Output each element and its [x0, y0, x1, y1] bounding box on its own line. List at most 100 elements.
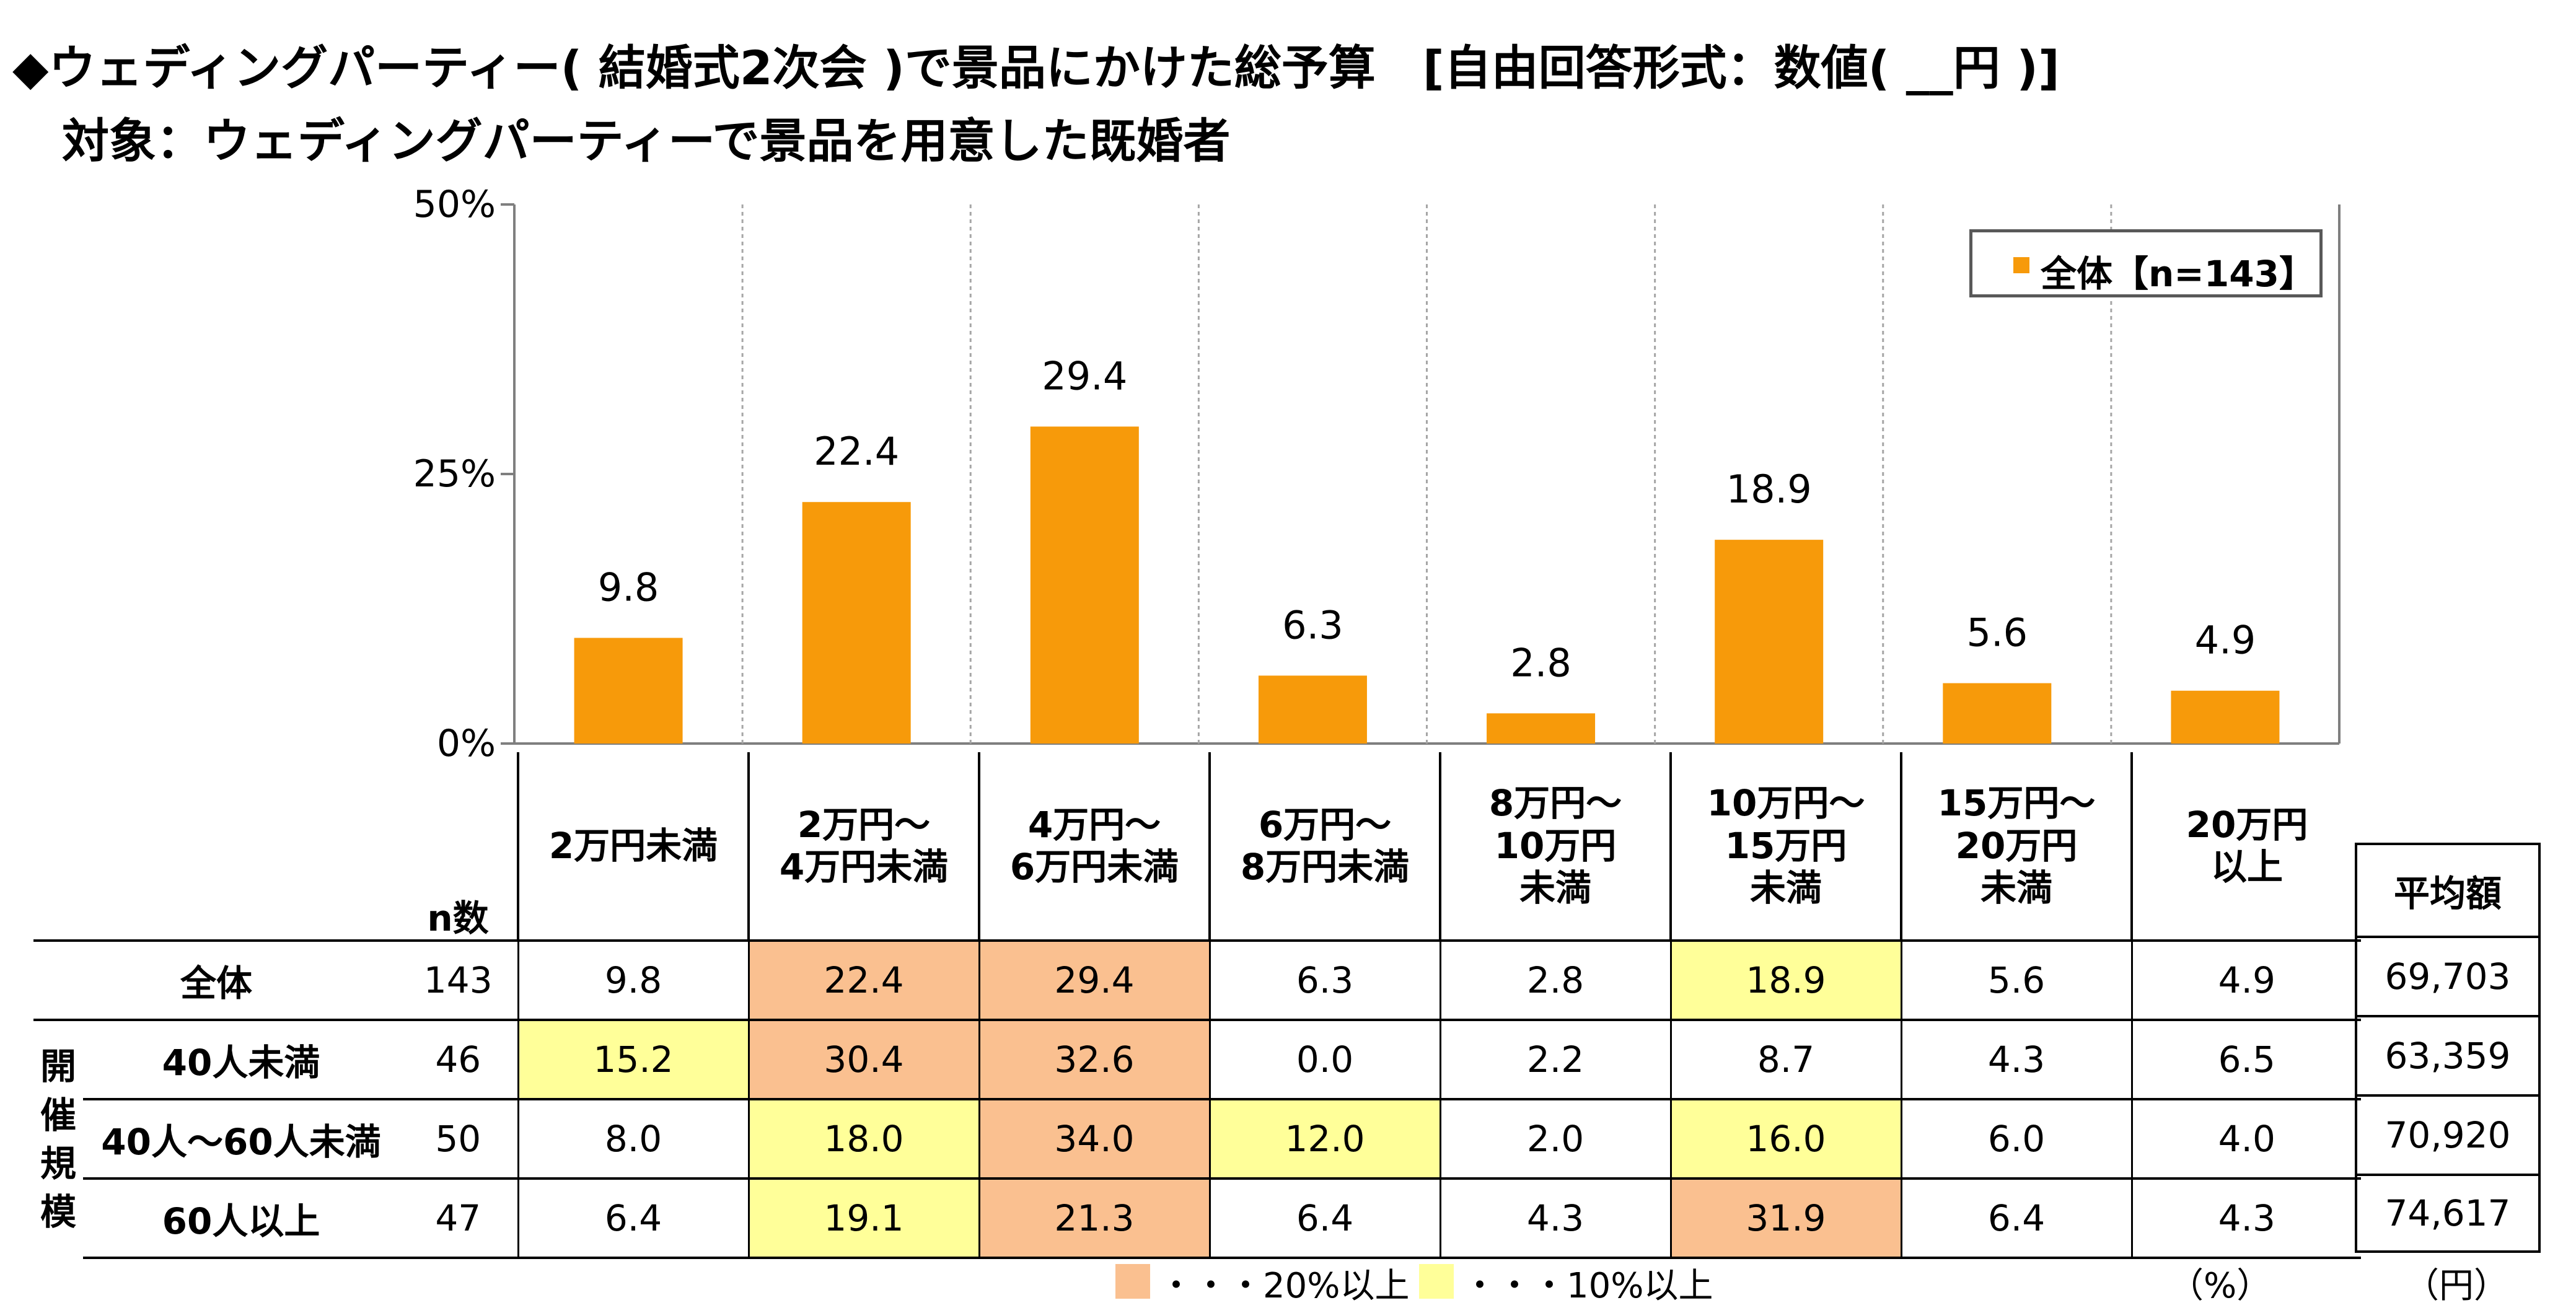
data-label: 5.6 — [1967, 610, 2028, 656]
table-cell: 4.0 — [2130, 1098, 2361, 1179]
table-cell: 6.5 — [2130, 1019, 2361, 1099]
avg-header: 平均額 — [2355, 843, 2541, 936]
column-header-line: 未満 — [1519, 867, 1591, 910]
row-label: 40人未満 — [83, 1019, 399, 1099]
data-label: 29.4 — [1042, 353, 1127, 398]
table-cell: 6.4 — [1900, 1177, 2132, 1259]
column-header-line: 20万円 — [1955, 824, 2078, 867]
column-header-line: 6万円未満 — [1009, 846, 1179, 888]
table-cell: 6.4 — [517, 1177, 749, 1259]
bar — [1030, 426, 1139, 744]
table-cell: 12.0 — [1208, 1098, 1440, 1179]
table-cell: 16.0 — [1669, 1098, 1901, 1179]
data-label: 22.4 — [814, 429, 899, 474]
column-header-line: 20万円 — [2186, 803, 2308, 846]
column-header-line: 8万円未満 — [1240, 846, 1410, 888]
column-header-line: 8万円～ — [1488, 782, 1622, 825]
column-header: 6万円～ 8万円未満 — [1208, 752, 1440, 941]
column-header: 2万円～ 4万円未満 — [747, 752, 979, 941]
column-header: 8万円～ 10万円 未満 — [1439, 752, 1671, 941]
group-label-char: 催 — [40, 1094, 76, 1136]
table-cell: 29.4 — [978, 939, 1210, 1020]
group-label-char: 開 — [40, 1045, 76, 1088]
table-cell: 2.2 — [1439, 1019, 1671, 1099]
group-label-char: 模 — [40, 1191, 76, 1234]
highlight-10-swatch — [1419, 1264, 1454, 1299]
table-cell: 18.0 — [747, 1098, 979, 1179]
highlight-20-label: ・・・20%以上 — [1159, 1266, 1410, 1306]
column-header-line: 6万円～ — [1258, 803, 1392, 846]
column-header-line: 4万円未満 — [779, 846, 949, 888]
data-table: n数 2万円未満 2万円～ 4万円未満 4万円～ 6万円未満 6万円～ 8万円未満 8万円～ 10… — [33, 752, 2361, 1259]
table-cell: 6.0 — [1900, 1098, 2132, 1179]
bar — [574, 638, 683, 744]
chart-title: ◆ウェディングパーティー( 結婚式2次会 )で景品にかけた総予算 [自由回答形式… — [12, 40, 2060, 95]
avg-value: 69,703 — [2355, 936, 2541, 1015]
table-cell: 6.4 — [1208, 1177, 1440, 1259]
bar — [2171, 690, 2280, 744]
legend-label: 全体【n=143】 — [2041, 253, 2315, 295]
table-cell: 4.9 — [2130, 939, 2361, 1020]
column-header: 15万円～ 20万円 未満 — [1900, 752, 2132, 941]
table-cell: 30.4 — [747, 1019, 979, 1099]
table-cell: 4.3 — [2130, 1177, 2361, 1259]
column-header-line: 15万円～ — [1937, 782, 2096, 825]
table-cell: 2.0 — [1439, 1098, 1671, 1179]
column-header-line: 2万円～ — [797, 803, 931, 846]
unit-percent: （%） — [2169, 1266, 2272, 1306]
table-cell: 34.0 — [978, 1098, 1210, 1179]
y-tick-label: 50% — [413, 183, 496, 226]
table-cell: 9.8 — [517, 939, 749, 1020]
bar — [1715, 540, 1824, 744]
avg-value: 70,920 — [2355, 1094, 2541, 1174]
header-spacer — [33, 752, 399, 941]
table-cell: 19.1 — [747, 1177, 979, 1259]
column-header: 4万円～ 6万円未満 — [978, 752, 1210, 941]
column-header: 2万円未満 — [517, 752, 749, 941]
data-label: 2.8 — [1510, 640, 1572, 685]
group-label: 開催規模 — [33, 1019, 83, 1258]
data-label: 6.3 — [1282, 602, 1343, 647]
column-header: 10万円～ 15万円 未満 — [1669, 752, 1901, 941]
column-header-line: 15万円 — [1725, 824, 1847, 867]
table-cell: 4.3 — [1900, 1019, 2132, 1099]
table-cell: 31.9 — [1669, 1177, 1901, 1259]
legend-swatch — [2013, 257, 2029, 273]
column-header-line: 10万円～ — [1707, 782, 1865, 825]
n-value: 143 — [399, 939, 518, 1020]
table-cell: 18.9 — [1669, 939, 1901, 1020]
n-value: 50 — [399, 1098, 518, 1179]
row-label: 全体 — [33, 939, 399, 1020]
bar — [1258, 675, 1367, 744]
bar — [1943, 683, 2052, 744]
y-tick-label: 0% — [437, 722, 496, 765]
n-value: 46 — [399, 1019, 518, 1099]
table-cell: 5.6 — [1900, 939, 2132, 1020]
avg-value: 63,359 — [2355, 1015, 2541, 1094]
bar — [1487, 713, 1596, 744]
highlight-20-swatch — [1115, 1264, 1150, 1299]
column-header-line: 10万円 — [1494, 824, 1617, 867]
data-label: 9.8 — [598, 564, 659, 610]
table-cell: 32.6 — [978, 1019, 1210, 1099]
y-tick-label: 25% — [413, 452, 496, 496]
column-header-line: 4万円～ — [1027, 803, 1161, 846]
group-label-char: 規 — [40, 1143, 76, 1185]
table-cell: 8.0 — [517, 1098, 749, 1179]
row-label: 60人以上 — [83, 1177, 399, 1259]
avg-value: 74,617 — [2355, 1174, 2541, 1253]
data-label: 18.9 — [1726, 467, 1812, 512]
data-label: 4.9 — [2195, 618, 2256, 663]
table-cell: 4.3 — [1439, 1177, 1671, 1259]
chart-subtitle: 対象：ウェディングパーティーで景品を用意した既婚者 — [62, 113, 1231, 169]
row-label: 40人～60人未満 — [83, 1098, 399, 1179]
table-cell: 21.3 — [978, 1177, 1210, 1259]
column-header-line: 以上 — [2210, 846, 2283, 888]
highlight-10-label: ・・・10%以上 — [1462, 1266, 1713, 1306]
table-cell: 2.8 — [1439, 939, 1671, 1020]
table-cell: 15.2 — [517, 1019, 749, 1099]
table-cell: 22.4 — [747, 939, 979, 1020]
column-header-line: 2万円未満 — [548, 824, 718, 867]
table-cell: 6.3 — [1208, 939, 1440, 1020]
